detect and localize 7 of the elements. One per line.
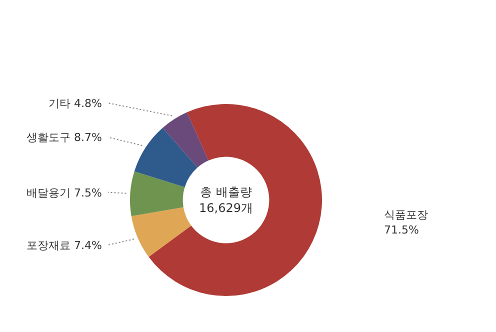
slice-label: 배달용기 7.5% xyxy=(26,186,102,200)
data-label: 71.5% xyxy=(384,224,419,237)
text: 총 배출량 16,629개 xyxy=(199,185,253,215)
slice-label: 포장재료 7.4% xyxy=(26,239,102,252)
slice-label: 기타 4.8% xyxy=(48,97,102,110)
slice-label: 식품포장 xyxy=(384,208,428,222)
slice-label: 생활도구 8.7% xyxy=(26,131,102,144)
